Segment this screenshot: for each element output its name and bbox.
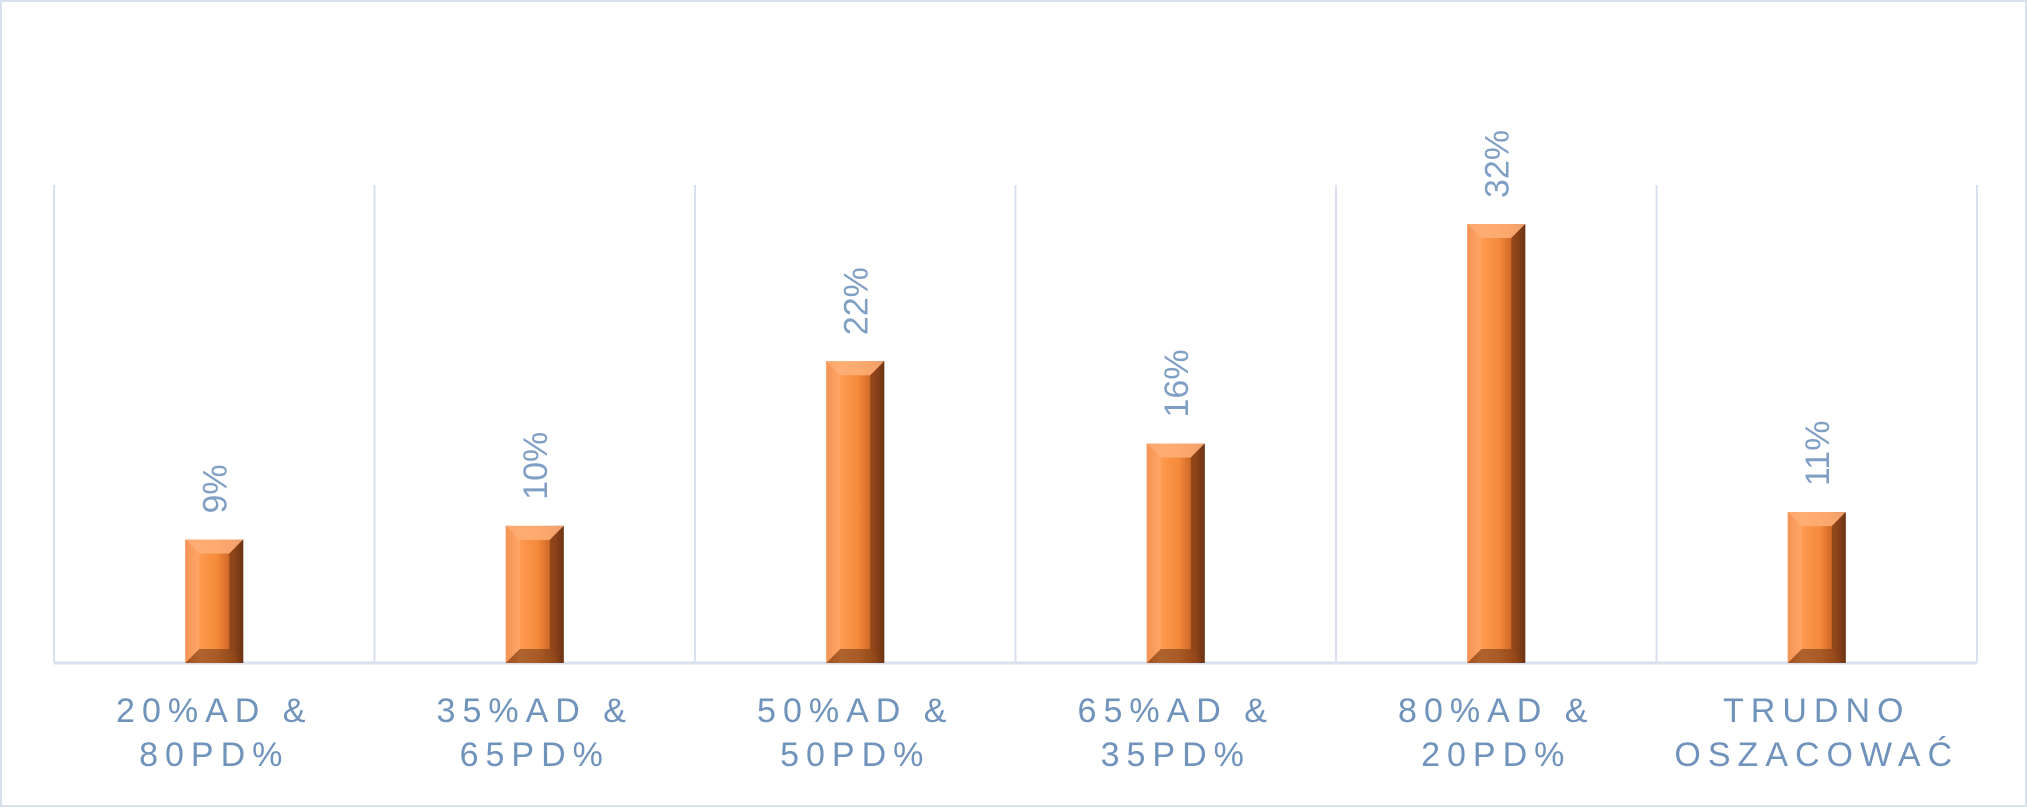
- bar-bevel-top: [1146, 443, 1205, 458]
- data-label: 11%: [1799, 421, 1837, 487]
- bar-bevel-top: [1467, 224, 1526, 238]
- bar-bevel-bottom: [1146, 649, 1205, 663]
- grid-layer: [53, 185, 1978, 665]
- bar-bevel-bottom: [1787, 649, 1846, 663]
- category-label: 50PD%: [780, 736, 930, 774]
- bar-group: [826, 361, 885, 663]
- bar-group: [1787, 512, 1846, 663]
- category-label: 80%AD &: [1398, 692, 1594, 730]
- category-label: 35PD%: [1101, 736, 1251, 774]
- data-label: 16%: [1158, 349, 1196, 417]
- bar-bevel-left: [185, 539, 200, 663]
- bar-bevel-right: [870, 361, 885, 663]
- category-label: 50%AD &: [757, 692, 953, 730]
- data-label: 22%: [837, 267, 875, 335]
- bar-bevel-left: [826, 361, 841, 663]
- category-label: OSZACOWAĆ: [1674, 736, 1959, 774]
- bar-group: [505, 525, 564, 663]
- data-label: 10%: [517, 432, 555, 500]
- bar-bevel-bottom: [1467, 649, 1526, 663]
- bar-bevel-right: [549, 525, 564, 663]
- category-label: 20%AD &: [116, 692, 312, 730]
- bar-group: [185, 539, 244, 663]
- bar-bevel-bottom: [185, 649, 244, 663]
- bar-bevel-left: [1787, 512, 1802, 663]
- category-label: 65PD%: [460, 736, 610, 774]
- category-label: 20PD%: [1421, 736, 1571, 774]
- bar-bevel-right: [1831, 512, 1846, 663]
- category-label: 65%AD &: [1078, 692, 1274, 730]
- bar-bevel-left: [505, 525, 520, 663]
- bar-bevel-left: [1146, 443, 1161, 663]
- bar-bevel-right: [1511, 224, 1526, 663]
- category-label: 35%AD &: [437, 692, 633, 730]
- category-label: 80PD%: [139, 736, 289, 774]
- data-label: 32%: [1478, 130, 1516, 198]
- bar-bevel-top: [185, 539, 244, 554]
- bar-bevel-top: [1787, 512, 1846, 527]
- category-label: TRUDNO: [1723, 692, 1910, 730]
- bar-bevel-top: [826, 361, 885, 376]
- bar-bevel-right: [1190, 443, 1205, 663]
- bar-bevel-bottom: [505, 649, 564, 663]
- bar-bevel-top: [505, 525, 564, 540]
- data-label: 9%: [196, 464, 234, 513]
- labels-layer: 9% 20%AD & 80PD% 10% 35%AD & 65PD% 22% 50%AD & 5…: [116, 130, 1959, 774]
- bar-bevel-right: [229, 539, 244, 663]
- bar-bevel-left: [1467, 224, 1482, 663]
- bar-group: [1146, 443, 1205, 663]
- bars-layer: [185, 224, 1846, 663]
- bar-bevel-bottom: [826, 649, 885, 663]
- bar-group: [1467, 224, 1526, 663]
